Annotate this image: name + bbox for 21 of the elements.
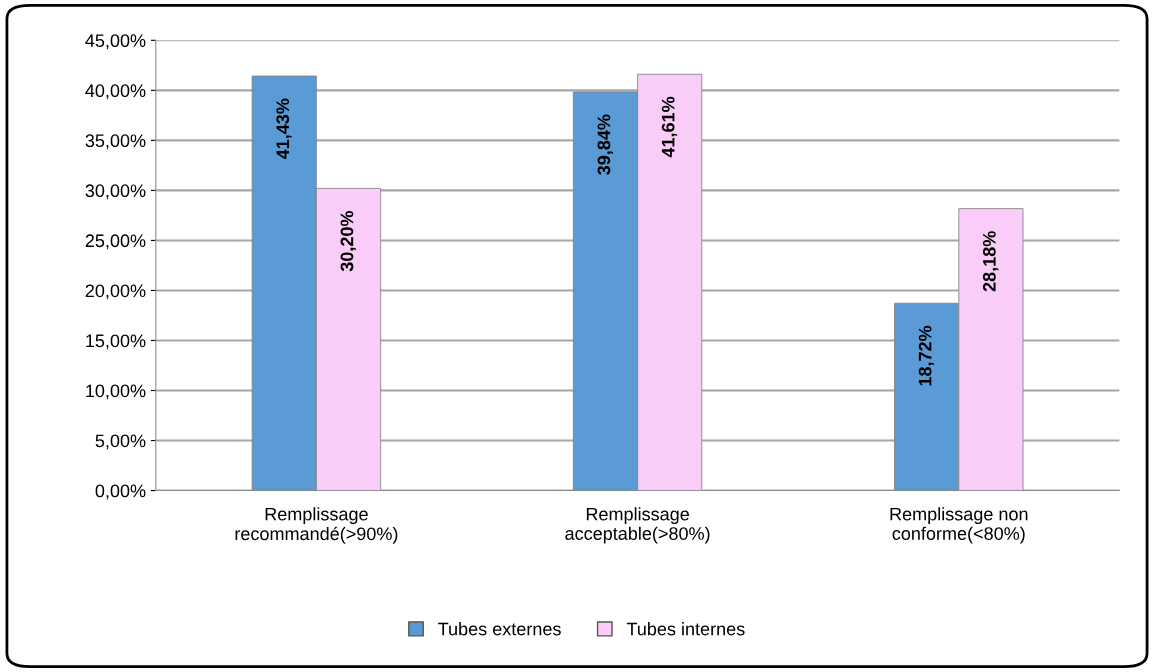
legend-label: Tubes internes: [626, 622, 745, 636]
y-tick-label: 20,00%: [85, 284, 146, 300]
y-tick-label: 45,00%: [85, 34, 146, 50]
legend-label: Tubes externes: [438, 622, 561, 636]
y-tick-label: 0,00%: [95, 484, 146, 500]
y-tick-label: 30,00%: [85, 184, 146, 200]
data-label: 28,18%: [982, 231, 999, 292]
y-tick-label: 15,00%: [86, 334, 146, 350]
data-label: 39,84%: [597, 114, 613, 175]
y-tick-label: 10,00%: [86, 384, 146, 400]
x-tick-label: Remplissage recommandé(>90%): [235, 507, 398, 544]
y-tick-label: 25,00%: [85, 234, 146, 250]
data-label: 18,72%: [918, 325, 935, 386]
data-label: 30,20%: [340, 210, 356, 272]
y-tick-label: 35,00%: [85, 134, 146, 150]
x-tick-label: Remplissage acceptable(>80%): [565, 507, 710, 544]
y-tick-label: 5,00%: [95, 434, 146, 450]
data-label: 41,43%: [276, 98, 292, 160]
y-tick-label: 40,00%: [85, 84, 146, 100]
data-label: 41,61%: [661, 96, 678, 158]
x-tick-label: Remplissage non conforme(<80%): [890, 507, 1028, 544]
